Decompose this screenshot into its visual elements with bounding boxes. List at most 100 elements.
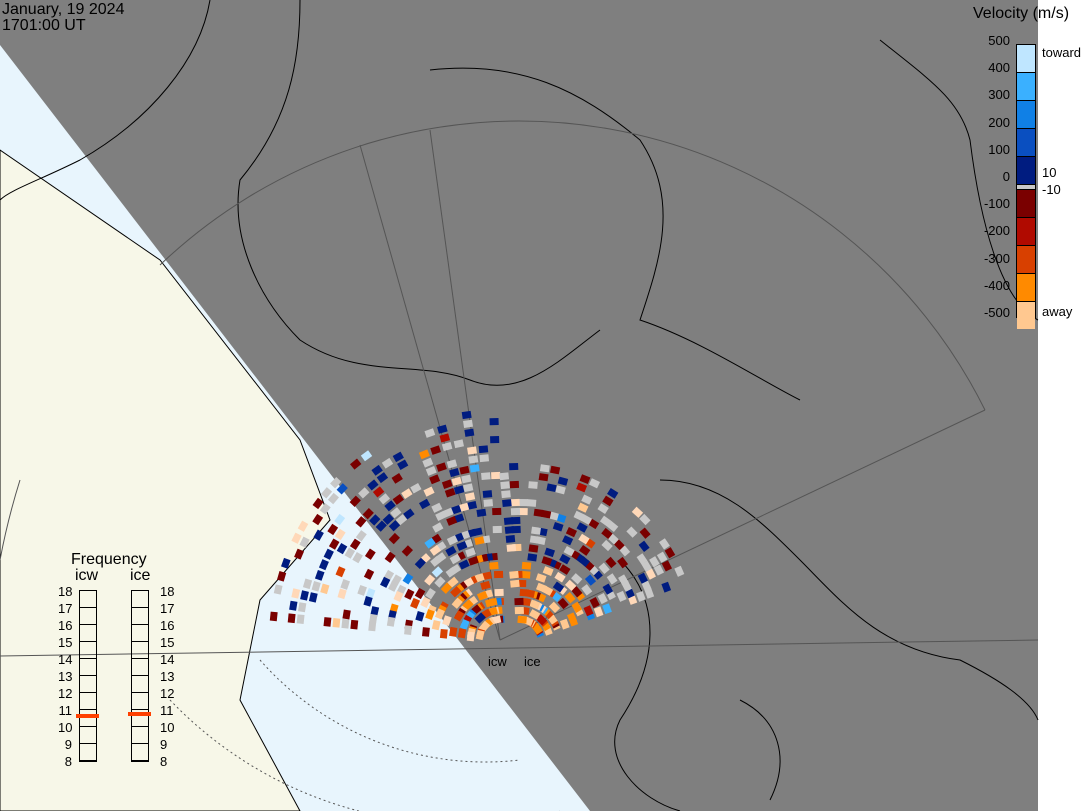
radar-cells: [269, 410, 685, 642]
colorbar-gradient: [1016, 44, 1036, 329]
radar-cell: [636, 553, 648, 565]
radar-cell: [341, 618, 350, 629]
radar-cell: [281, 557, 291, 569]
radar-cell: [451, 476, 462, 486]
colorbar-segment: [1017, 101, 1035, 129]
radar-cell: [319, 503, 331, 515]
radar-cell: [639, 513, 651, 526]
radar-cell: [388, 532, 400, 545]
away-label: away: [1042, 304, 1073, 319]
radar-cell: [388, 580, 399, 592]
radar-cell: [478, 445, 489, 454]
radar-cell: [298, 602, 307, 613]
radar-cell: [355, 530, 367, 542]
radar-cell: [636, 590, 646, 602]
radar-cell: [369, 514, 381, 526]
radar-cell: [449, 553, 461, 565]
radar-cell: [423, 486, 435, 497]
radar-cell: [323, 617, 332, 627]
radar-cell: [514, 606, 524, 615]
radar-cell: [510, 498, 520, 507]
radar-cell: [414, 587, 426, 600]
radar-cell: [597, 592, 608, 605]
time-label: 1701:00 UT: [2, 17, 86, 34]
frequency-tick: 18: [160, 584, 175, 599]
radar-cell: [367, 479, 379, 491]
colorbar-tick: -100: [983, 196, 1010, 212]
toward-label: toward: [1042, 45, 1082, 60]
radar-cell: [449, 468, 460, 478]
radar-cell: [384, 551, 396, 564]
frequency-tick: 14: [58, 652, 73, 667]
radar-cell: [429, 474, 441, 485]
radar-cell: [462, 599, 474, 611]
radar-cell: [576, 482, 588, 493]
radar-cell: [606, 573, 618, 585]
radar-cell: [518, 498, 528, 507]
radar-cell: [431, 502, 443, 513]
radar-cell: [463, 483, 474, 493]
radar-cell: [571, 601, 583, 613]
terminator: [0, 45, 590, 811]
colorbar-tick: -200: [983, 223, 1010, 239]
radar-cell: [542, 566, 554, 576]
radar-cell: [606, 520, 619, 533]
radar-cell: [571, 586, 583, 598]
radar-cell: [344, 547, 356, 559]
radar-cell: [424, 574, 436, 586]
radar-cell: [425, 588, 436, 600]
radar-cell: [489, 417, 499, 426]
radar-cell: [461, 474, 472, 484]
radar-cell: [429, 544, 442, 556]
radar-cell: [287, 613, 296, 624]
radar-cell: [458, 502, 470, 512]
radar-cell: [332, 617, 341, 628]
radar-cell: [434, 608, 445, 620]
radar-cell: [441, 442, 453, 452]
radar-cell: [605, 556, 617, 569]
frequency-tick: 12: [160, 686, 175, 701]
colorbar-segment: [1017, 218, 1035, 246]
radar-cell: [576, 522, 588, 533]
radar-cell: [664, 547, 676, 559]
radar-cell: [506, 543, 517, 552]
radar-cell: [350, 458, 362, 470]
radar-cell: [559, 564, 571, 575]
radar-cell: [431, 619, 441, 631]
radar-cell: [493, 570, 504, 579]
radar-cell: [410, 483, 422, 494]
radar-cell: [541, 556, 553, 566]
frequency-tick: 13: [58, 669, 73, 684]
radar-cell: [476, 508, 487, 517]
radar-cell: [446, 515, 458, 526]
radar-cell: [456, 540, 468, 551]
radar-cell: [457, 628, 467, 639]
radar-cell: [449, 626, 458, 637]
radar-cell: [631, 506, 644, 518]
radar-cell: [548, 601, 561, 613]
radar-cell: [418, 449, 430, 460]
radar-cell: [581, 494, 593, 505]
radar-name-ice: ice: [130, 567, 151, 584]
radar-cell: [436, 462, 447, 472]
radar-cell: [404, 588, 415, 600]
frequency-bar-ice: [131, 590, 149, 762]
frequency-tick: 17: [160, 601, 175, 616]
radar-cell: [535, 582, 547, 593]
radar-cell: [538, 473, 549, 482]
radar-cell: [432, 522, 444, 533]
radar-cell: [480, 580, 491, 590]
radar-cell: [618, 574, 629, 586]
neg-threshold-label: -10: [1042, 182, 1061, 197]
radar-cell: [482, 490, 493, 498]
radar-cell: [393, 590, 404, 602]
radar-cell: [649, 556, 660, 568]
radar-cell: [519, 588, 530, 597]
radar-cell: [418, 498, 431, 510]
radar-cell: [474, 536, 485, 545]
radar-cell: [391, 473, 403, 484]
radar-cell: [289, 600, 298, 611]
radar-cell: [518, 507, 528, 516]
radar-cell: [334, 513, 346, 526]
radar-cell: [511, 516, 521, 525]
